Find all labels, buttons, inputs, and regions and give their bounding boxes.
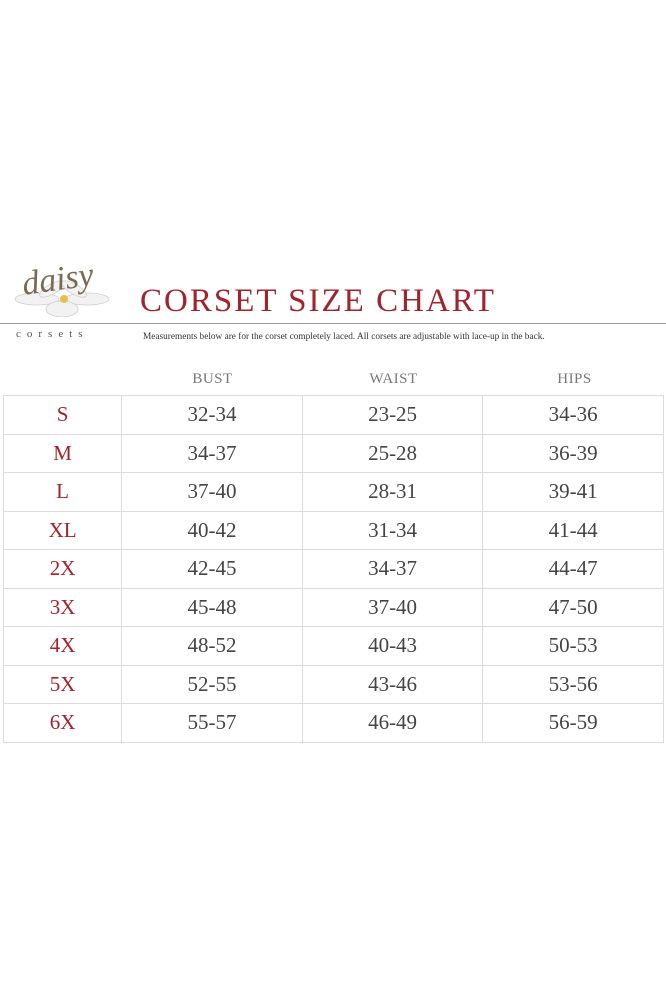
hips-cell: 39-41 xyxy=(482,472,664,512)
waist-cell: 43-46 xyxy=(301,664,484,704)
table-row: L 37-40 28-31 39-41 xyxy=(2,472,664,512)
page-title: CORSET SIZE CHART xyxy=(140,283,496,319)
size-cell: L xyxy=(2,472,123,512)
waist-cell: 23-25 xyxy=(301,395,484,435)
table-row: 6X 55-57 46-49 56-59 xyxy=(2,703,664,743)
daisy-corsets-logo: daisy corsets xyxy=(2,255,132,345)
hips-cell: 41-44 xyxy=(482,510,664,550)
size-cell: 5X xyxy=(2,664,123,704)
table-row: 4X 48-52 40-43 50-53 xyxy=(2,626,664,666)
waist-cell: 37-40 xyxy=(301,587,484,627)
bust-cell: 45-48 xyxy=(121,587,303,627)
waist-cell: 34-37 xyxy=(301,549,484,589)
waist-cell: 31-34 xyxy=(301,510,484,550)
waist-cell: 40-43 xyxy=(301,626,484,666)
table-row: 2X 42-45 34-37 44-47 xyxy=(2,549,664,589)
bust-cell: 32-34 xyxy=(121,395,303,435)
daisy-flower-icon xyxy=(14,280,110,317)
table-row: 5X 52-55 43-46 53-56 xyxy=(2,664,664,704)
size-cell: M xyxy=(2,433,123,473)
page-subtitle: Measurements below are for the corset co… xyxy=(143,332,545,342)
bust-cell: 42-45 xyxy=(121,549,303,589)
logo-word-text: corsets xyxy=(16,328,89,340)
column-header-hips: HIPS xyxy=(557,371,592,387)
bust-cell: 37-40 xyxy=(121,472,303,512)
size-cell: S xyxy=(2,395,123,435)
size-cell: 4X xyxy=(2,626,123,666)
column-header-bust: BUST xyxy=(192,371,233,387)
table-row: S 32-34 23-25 34-36 xyxy=(2,395,664,435)
bust-cell: 52-55 xyxy=(121,664,303,704)
size-cell: 6X xyxy=(2,703,123,743)
table-row: M 34-37 25-28 36-39 xyxy=(2,433,664,473)
bust-cell: 48-52 xyxy=(121,626,303,666)
bust-cell: 40-42 xyxy=(121,510,303,550)
waist-cell: 28-31 xyxy=(301,472,484,512)
table-row: 3X 45-48 37-40 47-50 xyxy=(2,587,664,627)
hips-cell: 50-53 xyxy=(482,626,664,666)
size-table: S 32-34 23-25 34-36 M 34-37 25-28 36-39 L 37-40 28… xyxy=(2,395,664,743)
hips-cell: 36-39 xyxy=(482,433,664,473)
size-cell: 2X xyxy=(2,549,123,589)
hips-cell: 47-50 xyxy=(482,587,664,627)
waist-cell: 25-28 xyxy=(301,433,484,473)
hips-cell: 56-59 xyxy=(482,703,664,743)
column-header-waist: WAIST xyxy=(369,371,418,387)
hips-cell: 34-36 xyxy=(482,395,664,435)
table-row: XL 40-42 31-34 41-44 xyxy=(2,510,664,550)
size-cell: XL xyxy=(2,510,123,550)
bust-cell: 34-37 xyxy=(121,433,303,473)
hips-cell: 44-47 xyxy=(482,549,664,589)
waist-cell: 46-49 xyxy=(301,703,484,743)
hips-cell: 53-56 xyxy=(482,664,664,704)
title-divider xyxy=(0,323,666,324)
size-cell: 3X xyxy=(2,587,123,627)
bust-cell: 55-57 xyxy=(121,703,303,743)
